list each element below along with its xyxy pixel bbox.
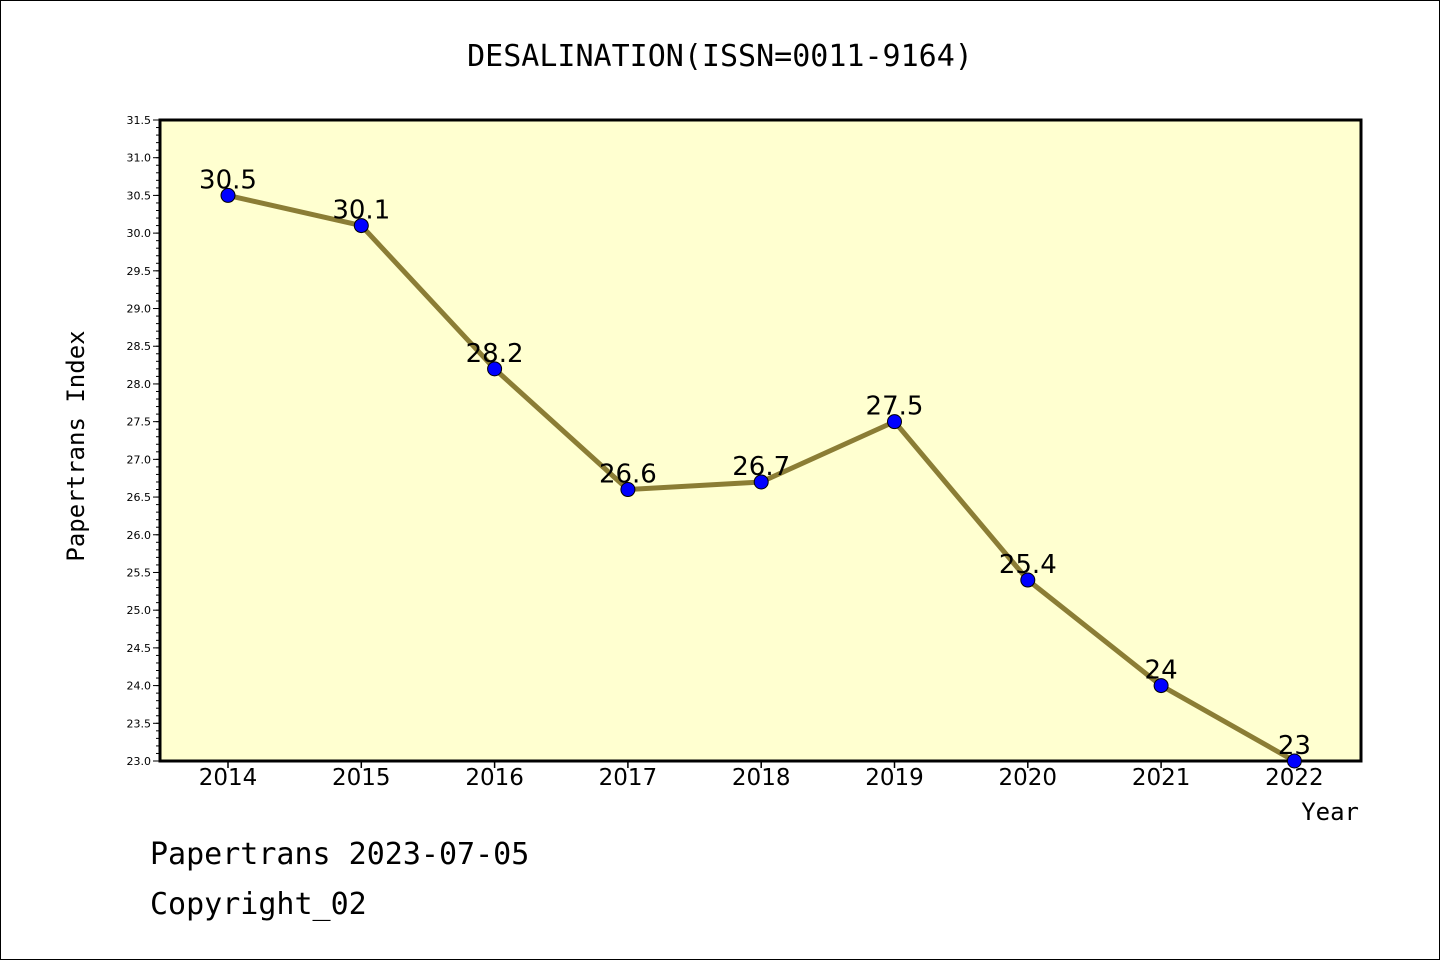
data-point-marker — [487, 361, 503, 377]
data-label: 26.6 — [599, 460, 657, 490]
y-tick-label: 27.5 — [127, 416, 152, 429]
data-label: 26.7 — [732, 452, 790, 482]
data-label: 24 — [1145, 656, 1178, 686]
y-tick-label: 28.5 — [127, 340, 152, 353]
y-tick-label: 23.5 — [127, 717, 152, 730]
x-tick-label: 2017 — [599, 765, 658, 791]
data-point-marker — [753, 474, 769, 490]
data-point-marker — [1286, 753, 1302, 769]
x-tick-label: 2015 — [332, 765, 391, 791]
data-point-marker — [887, 414, 902, 430]
y-tick-label: 28.0 — [127, 378, 152, 391]
x-tick-label: 2016 — [465, 765, 524, 791]
y-tick-label: 25.0 — [127, 604, 152, 617]
x-tick-label: 2019 — [865, 765, 924, 791]
chart-title: DESALINATION(ISSN=0011-9164) — [467, 39, 973, 74]
y-tick-label: 30.0 — [127, 227, 152, 240]
y-tick-label: 31.5 — [127, 114, 152, 127]
y-tick-label: 30.5 — [127, 189, 152, 202]
data-label: 23 — [1278, 731, 1311, 761]
data-label: 27.5 — [866, 392, 924, 422]
y-tick-label: 24.0 — [127, 680, 152, 693]
footer-copyright: Copyright_02 — [150, 887, 367, 922]
data-point-marker — [1153, 678, 1169, 694]
x-tick-label: 2021 — [1132, 765, 1191, 791]
y-tick-label: 29.0 — [127, 303, 152, 316]
y-tick-label: 26.5 — [127, 491, 152, 504]
x-tick-label: 2018 — [732, 765, 791, 791]
x-axis-label: Year — [1301, 798, 1359, 826]
y-axis-label: Papertrans Index — [62, 330, 90, 561]
footer-stamp: Papertrans 2023-07-05 — [150, 837, 529, 872]
y-tick-label: 27.0 — [127, 453, 152, 466]
data-point-marker — [220, 187, 236, 203]
x-axis: 2014 2015 2016 2017 2018 2019 2020 2021 2022 — [199, 761, 1324, 791]
data-label: 25.4 — [999, 550, 1057, 580]
data-label: 30.1 — [332, 196, 390, 226]
x-tick-label: 2022 — [1265, 765, 1324, 791]
y-tick-label: 31.0 — [127, 152, 152, 165]
y-tick-label: 29.5 — [127, 265, 152, 278]
data-label: 30.5 — [199, 165, 257, 195]
data-point-marker — [353, 218, 369, 234]
data-point-marker — [620, 482, 636, 498]
y-axis: 23.0 23.5 24.0 24.5 25.0 25.5 26.0 26.5 27.0 27.5… — [127, 114, 160, 768]
y-tick-label: 23.0 — [127, 755, 152, 768]
data-label-group: 30.5 30.1 28.2 26.6 26.7 27.5 25.4 24 23 — [199, 165, 1311, 761]
data-label: 28.2 — [466, 339, 524, 369]
marker-group — [220, 187, 1302, 769]
data-point-marker — [1020, 572, 1036, 588]
y-tick-label: 24.5 — [127, 642, 152, 655]
x-tick-label: 2014 — [199, 765, 258, 791]
x-tick-label: 2020 — [999, 765, 1058, 791]
y-tick-label: 26.0 — [127, 529, 152, 542]
y-tick-label: 25.5 — [127, 566, 152, 579]
